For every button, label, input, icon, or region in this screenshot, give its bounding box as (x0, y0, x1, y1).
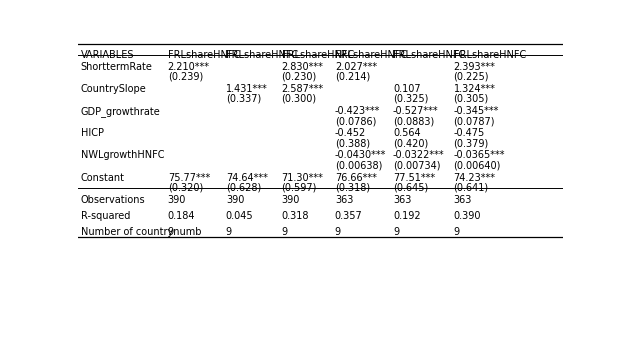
Text: (0.225): (0.225) (454, 72, 489, 82)
Text: 363: 363 (335, 195, 353, 204)
Text: Constant: Constant (81, 172, 124, 183)
Text: (0.305): (0.305) (454, 94, 489, 104)
Text: GDP_growthrate: GDP_growthrate (81, 106, 160, 117)
Text: 1.431***: 1.431*** (226, 84, 268, 94)
Text: -0.475: -0.475 (454, 128, 485, 138)
Text: 0.184: 0.184 (168, 211, 195, 221)
Text: (0.0787): (0.0787) (454, 116, 495, 126)
Text: 9: 9 (454, 227, 459, 237)
Text: CountrySlope: CountrySlope (81, 84, 146, 94)
Text: 9: 9 (168, 227, 174, 237)
Text: 0.564: 0.564 (393, 128, 421, 138)
Text: 71.30***: 71.30*** (281, 172, 324, 183)
Text: 363: 363 (454, 195, 472, 204)
Text: (0.388): (0.388) (335, 138, 370, 148)
Text: FRLshareHNFC: FRLshareHNFC (393, 50, 465, 60)
Text: 0.107: 0.107 (393, 84, 421, 94)
Text: FRLshareHNFC: FRLshareHNFC (454, 50, 526, 60)
Text: -0.0322***: -0.0322*** (393, 150, 444, 161)
Text: (0.00640): (0.00640) (454, 160, 501, 170)
Text: (0.628): (0.628) (226, 183, 261, 192)
Text: 390: 390 (226, 195, 244, 204)
Text: -0.0430***: -0.0430*** (335, 150, 386, 161)
Text: 76.66***: 76.66*** (335, 172, 377, 183)
Text: 0.192: 0.192 (393, 211, 421, 221)
Text: 74.23***: 74.23*** (454, 172, 496, 183)
Text: FRLshareHNFC: FRLshareHNFC (226, 50, 298, 60)
Text: (0.00638): (0.00638) (335, 160, 382, 170)
Text: 2.210***: 2.210*** (168, 62, 210, 72)
Text: 390: 390 (281, 195, 300, 204)
Text: (0.641): (0.641) (454, 183, 489, 192)
Text: FRLshareHNFC: FRLshareHNFC (168, 50, 240, 60)
Text: 1.324***: 1.324*** (454, 84, 496, 94)
Text: (0.325): (0.325) (393, 94, 428, 104)
Text: 2.393***: 2.393*** (454, 62, 496, 72)
Text: 9: 9 (226, 227, 232, 237)
Text: (0.337): (0.337) (226, 94, 261, 104)
Text: (0.230): (0.230) (281, 72, 317, 82)
Text: FRLshareHNFC: FRLshareHNFC (335, 50, 407, 60)
Text: (0.318): (0.318) (335, 183, 370, 192)
Text: (0.00734): (0.00734) (393, 160, 441, 170)
Text: -0.527***: -0.527*** (393, 106, 439, 116)
Text: 75.77***: 75.77*** (168, 172, 210, 183)
Text: 0.318: 0.318 (281, 211, 309, 221)
Text: 2.027***: 2.027*** (335, 62, 377, 72)
Text: (0.420): (0.420) (393, 138, 428, 148)
Text: 0.045: 0.045 (226, 211, 254, 221)
Text: (0.239): (0.239) (168, 72, 203, 82)
Text: Observations: Observations (81, 195, 145, 204)
Text: R-squared: R-squared (81, 211, 130, 221)
Text: 9: 9 (335, 227, 341, 237)
Text: 77.51***: 77.51*** (393, 172, 435, 183)
Text: (0.0786): (0.0786) (335, 116, 376, 126)
Text: 0.357: 0.357 (335, 211, 362, 221)
Text: (0.214): (0.214) (335, 72, 370, 82)
Text: (0.320): (0.320) (168, 183, 203, 192)
Text: (0.597): (0.597) (281, 183, 317, 192)
Text: -0.423***: -0.423*** (335, 106, 380, 116)
Text: (0.645): (0.645) (393, 183, 428, 192)
Text: (0.0883): (0.0883) (393, 116, 434, 126)
Text: VARIABLES: VARIABLES (81, 50, 134, 60)
Text: 2.830***: 2.830*** (281, 62, 324, 72)
Text: 363: 363 (393, 195, 411, 204)
Text: -0.452: -0.452 (335, 128, 366, 138)
Text: Number of countrynumb: Number of countrynumb (81, 227, 201, 237)
Text: -0.0365***: -0.0365*** (454, 150, 505, 161)
Text: NWLgrowthHNFC: NWLgrowthHNFC (81, 150, 164, 161)
Text: 9: 9 (393, 227, 399, 237)
Text: 390: 390 (168, 195, 186, 204)
Text: 74.64***: 74.64*** (226, 172, 268, 183)
Text: 2.587***: 2.587*** (281, 84, 324, 94)
Text: 0.390: 0.390 (454, 211, 481, 221)
Text: FRLshareHNFC: FRLshareHNFC (281, 50, 354, 60)
Text: (0.379): (0.379) (454, 138, 489, 148)
Text: ShorttermRate: ShorttermRate (81, 62, 152, 72)
Text: HICP: HICP (81, 128, 104, 138)
Text: (0.300): (0.300) (281, 94, 317, 104)
Text: -0.345***: -0.345*** (454, 106, 499, 116)
Text: 9: 9 (281, 227, 288, 237)
